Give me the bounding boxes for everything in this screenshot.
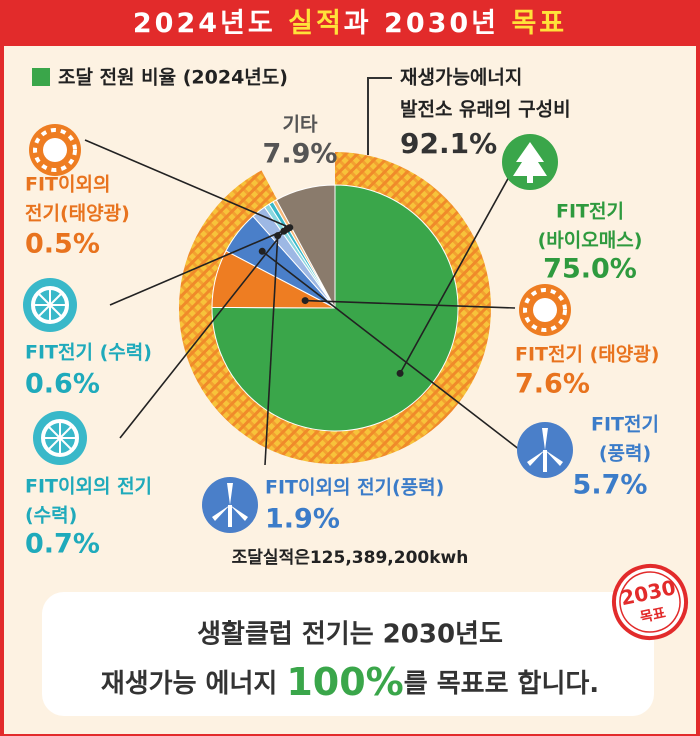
icons <box>23 124 573 533</box>
slice-value: 75.0% <box>543 254 637 285</box>
leader-line <box>84 139 291 229</box>
header-band <box>0 0 700 46</box>
stamp: 2030 목표 <box>612 564 688 640</box>
message-part: 재생가능 에너지 <box>101 669 287 699</box>
message-highlight: 100% <box>286 660 403 704</box>
wheel-icon <box>23 278 77 332</box>
leader-dot <box>286 224 294 232</box>
slice-value: 0.7% <box>25 529 100 560</box>
slice-label: FIT전기 (수력) <box>25 342 152 364</box>
slice-value: 0.6% <box>25 369 100 400</box>
title-highlight: 목표 <box>511 8 567 39</box>
slice-label: FIT전기 <box>591 414 659 436</box>
title-part: 과 2030년 <box>344 8 512 39</box>
title-part: 2024년도 <box>133 8 288 39</box>
message-box <box>42 592 654 716</box>
pie-slice <box>275 184 336 309</box>
stamp-label: 목표 <box>639 605 668 626</box>
leader-line <box>399 174 511 374</box>
leader-line <box>119 230 285 439</box>
leader-line <box>305 299 516 309</box>
legend-swatch <box>32 68 50 86</box>
slice-label: (바이오매스) <box>538 230 643 252</box>
slice-label: 전기(태양광) <box>25 203 130 225</box>
slice-label: (풍력) <box>599 443 651 465</box>
slice-value: 5.7% <box>573 470 648 501</box>
slice-label: FIT전기 (태양광) <box>515 344 659 366</box>
slice-label: FIT전기 <box>556 201 624 223</box>
leader-dot <box>396 369 404 377</box>
tree-icon <box>502 134 558 190</box>
turbine-icon <box>202 477 258 533</box>
leader-line <box>109 228 288 306</box>
renewable-bracket <box>367 77 392 155</box>
legend-label: 조달 전원 비율 (2024년도) <box>58 67 288 89</box>
slice-value: 1.9% <box>265 504 340 535</box>
note: 조달실적은125,389,200kwh <box>232 547 469 568</box>
title: 2024년도 실적과 2030년 목표 <box>133 8 567 39</box>
title-highlight: 실적 <box>288 8 344 39</box>
leader-line <box>261 250 521 451</box>
leader-line <box>264 235 279 466</box>
slice-label: (수력) <box>25 505 77 527</box>
wheel-icon <box>33 411 87 465</box>
message-line: 생활클럽 전기는 2030년도 <box>197 620 503 650</box>
message-part: 를 목표로 합니다. <box>404 669 599 699</box>
turbine-icon <box>517 422 573 478</box>
slice-value: 7.9% <box>263 139 338 170</box>
renewable-label: 재생가능에너지 <box>400 67 522 89</box>
sun-icon <box>519 284 571 336</box>
renewable-label: 발전소 유래의 구성비 <box>400 99 571 121</box>
slice-label: FIT이외의 <box>25 174 110 196</box>
renewable-value: 92.1% <box>400 127 497 160</box>
message-line: 재생가능 에너지 100%를 목표로 합니다. <box>101 660 599 704</box>
slice-value: 7.6% <box>515 369 590 400</box>
pie-slice <box>211 184 459 432</box>
slice-value: 0.5% <box>25 229 100 260</box>
leader-dot <box>301 297 309 305</box>
slice-label: FIT이외의 전기(풍력) <box>265 477 444 499</box>
slice-label: 기타 <box>283 114 318 136</box>
leader-dot <box>258 247 266 255</box>
slice-label: FIT이외의 전기 <box>25 476 152 498</box>
sun-icon <box>29 124 81 176</box>
